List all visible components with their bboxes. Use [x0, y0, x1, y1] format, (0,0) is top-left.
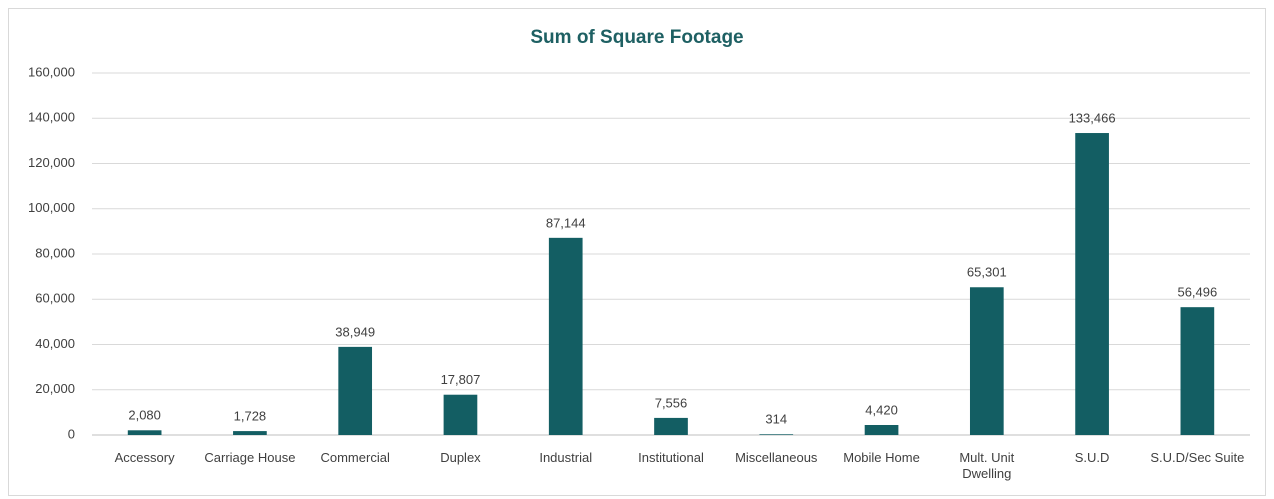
- data-label: 4,420: [865, 402, 898, 417]
- x-tick-label: Institutional: [638, 450, 704, 465]
- data-label: 2,080: [128, 408, 161, 423]
- y-tick-label: 80,000: [35, 245, 75, 260]
- bar: [233, 431, 267, 435]
- x-tick-label: Commercial: [320, 450, 390, 465]
- y-tick-label: 100,000: [28, 200, 75, 215]
- bar: [969, 287, 1004, 435]
- x-tick-label: Mobile Home: [843, 450, 920, 465]
- bar: [864, 424, 899, 435]
- y-tick-label: 120,000: [28, 155, 75, 170]
- bar: [759, 434, 794, 435]
- x-tick-label: S.U.D: [1074, 450, 1110, 465]
- data-label: 17,807: [441, 372, 481, 387]
- data-label: 314: [765, 412, 787, 427]
- y-tick-label: 20,000: [35, 381, 75, 396]
- data-label: 7,556: [655, 395, 688, 410]
- data-label: 56,496: [1177, 285, 1217, 300]
- data-label: 65,301: [967, 265, 1007, 280]
- bar: [1075, 133, 1109, 435]
- x-tick-label: Duplex: [440, 450, 481, 465]
- chart-title: Sum of Square Footage: [530, 27, 743, 48]
- chart-border: [8, 8, 1266, 496]
- y-tick-label: 160,000: [28, 64, 75, 79]
- bar: [1180, 307, 1215, 435]
- x-tick-label: Miscellaneous: [735, 450, 818, 465]
- x-tick-label: Accessory: [114, 450, 175, 465]
- y-tick-label: 60,000: [35, 291, 75, 306]
- data-label: 1,728: [234, 409, 267, 424]
- data-label: 87,144: [546, 215, 586, 230]
- x-tick-label: Industrial: [539, 450, 593, 465]
- bar: [338, 346, 373, 435]
- y-tick-label: 0: [68, 426, 75, 441]
- bar: [443, 394, 478, 435]
- bar: [654, 417, 688, 435]
- y-tick-label: 140,000: [28, 110, 75, 125]
- y-tick-label: 40,000: [35, 336, 75, 351]
- x-tick-label: Mult. Unit Dwelling: [959, 450, 1015, 481]
- bar: [548, 237, 583, 435]
- data-label: 133,466: [1069, 110, 1116, 125]
- bar: [127, 430, 162, 435]
- data-label: 38,949: [335, 324, 375, 339]
- x-tick-label: S.U.D/Sec Suite: [1150, 450, 1245, 465]
- x-tick-label: Carriage House: [204, 450, 296, 465]
